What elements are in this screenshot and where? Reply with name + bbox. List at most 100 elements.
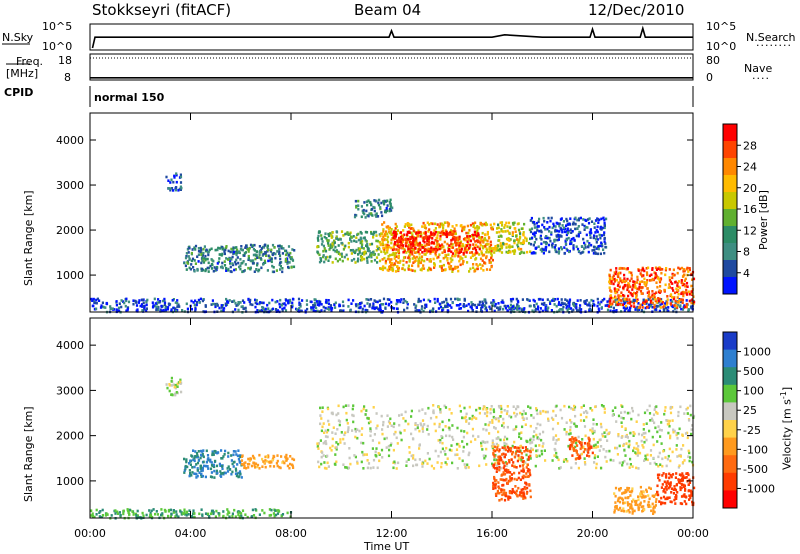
velocity-cell: [400, 413, 403, 416]
power-cell: [531, 220, 534, 224]
velocity-cell: [503, 435, 507, 439]
velocity-cell: [646, 453, 649, 457]
power-cell: [401, 235, 405, 239]
power-cell: [592, 245, 596, 249]
power-cell: [264, 261, 267, 264]
power-cell: [397, 239, 400, 243]
power-cell: [558, 222, 561, 225]
power-cell: [679, 304, 682, 307]
velocity-cell: [593, 454, 597, 457]
power-cell: [657, 299, 660, 303]
velocity-cell: [161, 512, 164, 515]
power-cell: [397, 299, 400, 302]
power-cell: [544, 241, 547, 244]
power-cell: [620, 280, 624, 284]
power-cell: [541, 298, 544, 302]
power-cell: [386, 199, 389, 203]
velocity-cell: [378, 453, 381, 456]
power-cell: [274, 256, 277, 260]
power-cell: [613, 271, 616, 274]
power-cell: [454, 251, 457, 254]
velocity-cell: [471, 427, 474, 431]
velocity-cell: [170, 376, 173, 380]
power-cell: [667, 309, 670, 313]
velocity-cell: [175, 513, 178, 516]
power-cell: [574, 222, 577, 226]
velocity-cell: [201, 466, 204, 470]
velocity-cell: [503, 409, 506, 412]
power-cell: [673, 307, 676, 311]
velocity-cell: [492, 443, 495, 446]
velocity-cell: [650, 417, 654, 421]
power-cell: [650, 303, 653, 306]
power-cell: [455, 243, 458, 247]
velocity-cell: [448, 426, 451, 430]
power-cell: [115, 303, 118, 307]
power-cell: [466, 235, 469, 238]
velocity-cell: [388, 422, 391, 425]
power-cell: [471, 222, 474, 225]
velocity-cell: [628, 411, 631, 415]
velocity-cell: [463, 430, 466, 433]
power-cell: [279, 268, 282, 271]
power-cell: [450, 242, 453, 245]
power-cell: [671, 295, 674, 299]
velocity-cell: [227, 451, 230, 455]
power-cell: [636, 287, 639, 291]
velocity-cell: [211, 450, 214, 453]
power-cell: [390, 261, 393, 265]
power-cell: [203, 257, 206, 260]
power-cell: [384, 243, 387, 247]
power-cell: [262, 246, 266, 249]
power-cell: [271, 243, 275, 247]
velocity-cell: [685, 408, 688, 411]
power-cell: [379, 242, 382, 246]
velocity-cell: [529, 457, 532, 460]
power-cell: [516, 303, 519, 307]
velocity-cell: [520, 494, 523, 498]
velocity-cell: [571, 454, 574, 457]
power-cell: [363, 201, 366, 204]
velocity-cell: [206, 512, 209, 516]
velocity-cell: [591, 427, 594, 430]
power-cell: [609, 268, 612, 272]
power-cell: [388, 208, 391, 211]
power-cell: [432, 307, 435, 310]
power-cell: [498, 230, 501, 234]
power-cell: [403, 308, 406, 312]
power-cluster-2: [183, 243, 296, 274]
velocity-cell: [518, 432, 521, 435]
velocity-cell: [405, 460, 408, 463]
power-cluster-1: [165, 172, 183, 192]
power-cell: [673, 296, 676, 299]
power-cell: [384, 266, 387, 270]
power-cell: [531, 236, 534, 240]
power-cell: [271, 264, 274, 268]
power-cell: [188, 257, 191, 261]
power-cell: [365, 209, 368, 213]
power-cell: [299, 305, 302, 308]
power-cell: [178, 305, 181, 308]
noise-left-tick-low: 10^0: [42, 40, 72, 53]
velocity-cell: [620, 436, 623, 439]
velocity-cell: [525, 448, 528, 452]
velocity-cell: [591, 409, 594, 412]
power-cell: [386, 298, 389, 301]
velocity-cell: [518, 435, 521, 439]
velocity-cell: [455, 442, 459, 446]
velocity-cell: [430, 464, 433, 468]
power-cell: [439, 237, 442, 241]
power-cell: [368, 250, 371, 253]
velocity-cell: [318, 465, 321, 469]
power-cell: [286, 257, 289, 260]
velocity-cell: [331, 431, 334, 434]
power-cell: [323, 260, 326, 264]
power-cell: [626, 288, 629, 292]
power-cell: [475, 263, 478, 266]
power-cell: [199, 250, 202, 254]
power-cell: [363, 236, 366, 239]
power-cell: [453, 249, 457, 252]
velocity-cell: [522, 488, 525, 491]
velocity-cell: [434, 449, 437, 453]
velocity-cell: [464, 466, 468, 470]
